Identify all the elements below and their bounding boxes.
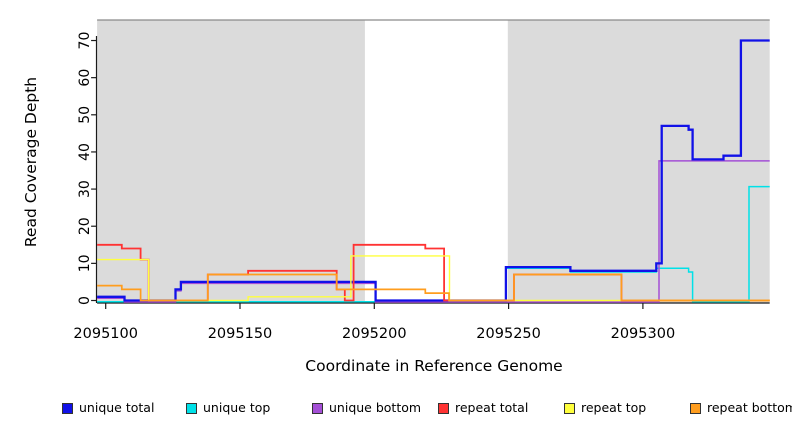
legend-item-repeat-top: repeat top (564, 398, 646, 418)
legend-swatch-repeat-bottom (690, 402, 701, 414)
legend-item-repeat-total: repeat total (438, 398, 528, 418)
legend-item-unique-total: unique total (62, 398, 154, 418)
y-tick-label: 10 (77, 254, 93, 272)
legend-label: unique top (203, 400, 271, 415)
legend-label: repeat top (581, 400, 647, 415)
legend-label: unique bottom (329, 400, 422, 415)
series-repeat-top-line (97, 255, 770, 302)
legend-item-unique-top: unique top (186, 398, 270, 418)
legend-swatch-unique-top (186, 402, 197, 414)
y-tick-label: 70 (77, 32, 93, 50)
x-tick-label: 2095100 (73, 326, 138, 342)
y-tick-label: 60 (77, 69, 93, 87)
legend-swatch-repeat-total (438, 402, 449, 414)
x-axis-title: Coordinate in Reference Genome (305, 357, 563, 375)
y-tick-label: 50 (77, 106, 93, 124)
series-unique-top-line (97, 185, 770, 303)
legend-swatch-repeat-top (564, 402, 575, 414)
legend-item-unique-bottom: unique bottom (312, 398, 421, 418)
legend-swatch-unique-bottom (312, 402, 323, 414)
legend-label: unique total (79, 400, 155, 415)
legend-label: repeat total (455, 400, 529, 415)
legend-label: repeat bottom (707, 400, 792, 415)
y-axis-title: Read Coverage Depth (22, 76, 40, 248)
legend-swatch-unique-total (62, 402, 73, 414)
y-tick-label: 30 (77, 180, 93, 198)
y-tick-label: 40 (77, 143, 93, 161)
x-tick-label: 2095150 (208, 326, 273, 342)
shaded-region-1 (97, 20, 365, 303)
legend: unique total unique top unique bottom repea… (0, 398, 792, 424)
legend-item-repeat-bottom: repeat bottom (690, 398, 792, 418)
series-repeat-bottom-line (97, 273, 770, 302)
x-tick-label: 2095200 (342, 326, 407, 342)
x-tick-label: 2095300 (611, 326, 676, 342)
series-unique-total-line (97, 39, 770, 302)
x-tick-label: 2095250 (476, 326, 541, 342)
y-tick-label: 0 (77, 296, 93, 305)
y-tick-label: 20 (77, 217, 93, 235)
